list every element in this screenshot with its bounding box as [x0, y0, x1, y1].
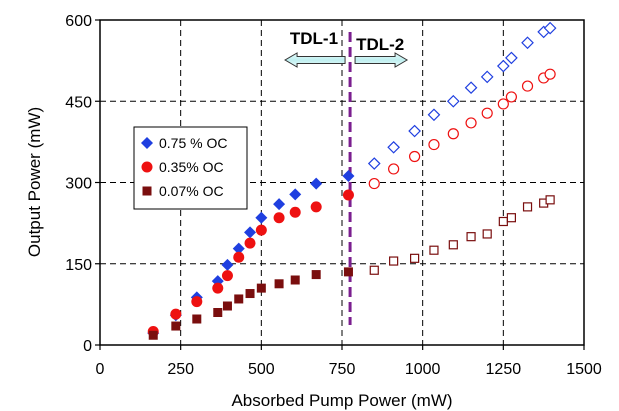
- axis-ticks: 0 250 500 750 1000 1250 1500 0 150 300 450 600: [65, 13, 602, 378]
- legend-label: 0.07% OC: [159, 183, 224, 199]
- data-point: [244, 226, 257, 239]
- data-point: [497, 98, 509, 110]
- data-point: [255, 224, 267, 236]
- data-point: [429, 245, 439, 255]
- series-3: [148, 195, 555, 340]
- arrow-left-icon: [284, 52, 346, 68]
- data-point: [213, 308, 223, 317]
- data-point: [369, 265, 379, 275]
- data-point: [521, 80, 534, 92]
- x-tick-label: 1000: [405, 361, 441, 378]
- data-point: [170, 308, 182, 320]
- data-point: [192, 314, 202, 324]
- data-point: [409, 150, 421, 163]
- data-point: [446, 94, 460, 108]
- data-point: [466, 232, 476, 242]
- data-point: [245, 289, 255, 299]
- data-point: [464, 81, 478, 95]
- y-axis-title: Output Power (mW): [25, 107, 44, 257]
- series-2: [147, 68, 556, 337]
- data-point: [244, 237, 256, 249]
- data-point: [273, 198, 286, 211]
- data-point: [343, 267, 353, 277]
- x-axis-title: Absorbed Pump Power (mW): [231, 391, 452, 410]
- data-point: [273, 212, 285, 224]
- region-label-tdl-1: TDL-1: [290, 29, 338, 48]
- legend-label: 0.35% OC: [159, 159, 224, 175]
- data-point: [221, 258, 234, 271]
- data-point: [171, 321, 181, 331]
- data-point: [388, 163, 400, 175]
- data-point: [310, 201, 322, 213]
- x-tick-label: 1250: [486, 361, 522, 378]
- data-point: [289, 206, 301, 218]
- x-tick-label: 750: [329, 361, 356, 378]
- data-point: [387, 140, 400, 154]
- data-point: [290, 275, 300, 285]
- data-point: [234, 294, 244, 304]
- data-points: [147, 21, 557, 340]
- data-point: [310, 177, 323, 190]
- data-point: [447, 128, 459, 140]
- data-point: [448, 240, 458, 250]
- data-point: [544, 68, 556, 80]
- arrow-right-icon: [354, 52, 409, 68]
- region-label-tdl-2: TDL-2: [356, 35, 404, 54]
- data-point: [521, 36, 534, 50]
- data-point: [222, 301, 232, 311]
- data-point: [212, 282, 224, 294]
- data-point: [410, 253, 420, 263]
- data-point: [255, 211, 268, 224]
- legend: 0.75 % OC 0.35% OC 0.07% OC: [133, 126, 248, 210]
- data-point: [408, 124, 421, 138]
- data-point: [427, 108, 441, 122]
- data-point: [543, 21, 557, 35]
- data-point: [232, 242, 245, 255]
- y-tick-label: 450: [65, 94, 92, 111]
- data-point: [428, 138, 440, 151]
- x-tick-label: 1500: [566, 361, 602, 378]
- data-point: [367, 157, 381, 170]
- data-point: [342, 189, 354, 201]
- data-point: [342, 170, 355, 182]
- region-labels: TDL-1 TDL-2: [284, 29, 409, 68]
- data-point: [274, 279, 284, 289]
- data-point: [191, 296, 203, 308]
- data-point: [465, 117, 477, 129]
- data-point: [505, 51, 518, 65]
- legend-marker: [141, 161, 153, 173]
- data-point: [289, 188, 302, 201]
- data-point: [480, 70, 494, 84]
- y-tick-label: 600: [65, 13, 92, 30]
- data-point: [482, 229, 492, 239]
- data-point: [256, 283, 266, 293]
- y-tick-label: 300: [65, 176, 92, 193]
- x-tick-label: 0: [96, 361, 105, 378]
- data-point: [481, 107, 493, 119]
- legend-marker: [141, 137, 153, 149]
- x-tick-label: 500: [248, 361, 275, 378]
- x-tick-label: 250: [167, 361, 194, 378]
- data-point: [311, 270, 321, 280]
- legend-marker: [142, 186, 152, 196]
- data-point: [368, 177, 380, 190]
- data-point: [221, 270, 233, 282]
- data-point: [545, 195, 555, 205]
- data-point: [496, 59, 510, 73]
- legend-box: [133, 126, 248, 210]
- data-point: [148, 330, 158, 340]
- y-tick-label: 150: [65, 257, 92, 274]
- data-point: [506, 213, 516, 223]
- data-point: [389, 256, 399, 266]
- data-point: [233, 251, 245, 263]
- y-tick-label: 0: [83, 338, 92, 355]
- data-point: [522, 202, 533, 212]
- data-point: [498, 216, 508, 227]
- legend-label: 0.75 % OC: [159, 135, 227, 151]
- data-point: [505, 91, 517, 103]
